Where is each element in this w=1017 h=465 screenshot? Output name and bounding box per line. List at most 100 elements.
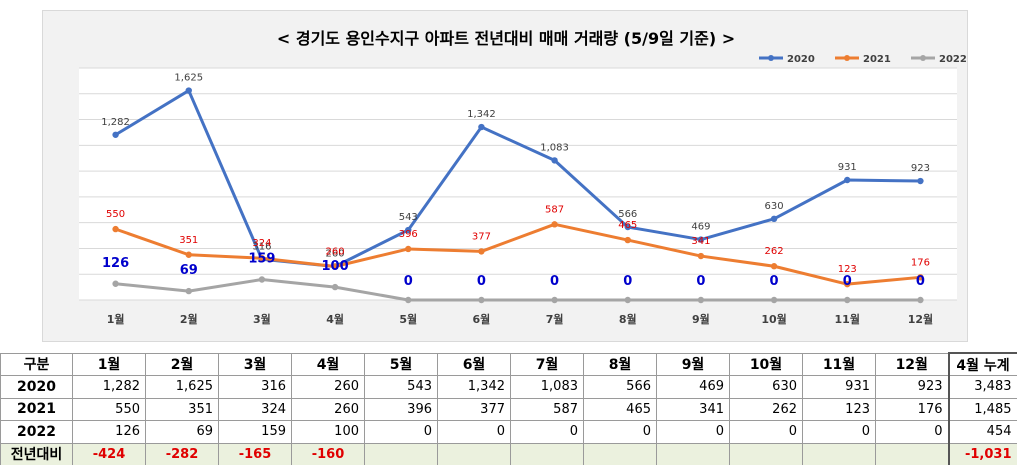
x-tick-label: 1월 [107, 312, 125, 326]
data-point-2022 [185, 287, 192, 295]
data-label-2021: 341 [691, 236, 710, 247]
table-cell: 1,485 [947, 397, 1017, 421]
table-cell: 1,282 [72, 375, 146, 399]
legend-label: 2021 [863, 54, 891, 65]
table-cell: 260 [291, 375, 365, 399]
table-cell [510, 442, 584, 465]
table-cell: 159 [218, 420, 292, 444]
table-cell: 0 [364, 420, 438, 444]
data-label-2021: 262 [765, 246, 784, 257]
data-label-2020: 1,083 [540, 142, 569, 153]
data-point-2022 [551, 296, 558, 304]
table-cell: 377 [437, 397, 511, 421]
table-row-label: 2020 [0, 375, 73, 399]
data-point-2021 [844, 280, 851, 288]
table-header-cell: 5월 [364, 352, 438, 376]
data-label-2021: 351 [179, 235, 198, 246]
table-header-cell: 6월 [437, 352, 511, 376]
data-label-2021: 260 [326, 246, 345, 257]
table-cell: 396 [364, 397, 438, 421]
table-cell [656, 442, 730, 465]
table-header-label: 구분 [0, 352, 73, 376]
data-point-2021 [478, 248, 485, 255]
data-point-2021 [258, 255, 266, 262]
table-row-label: 2022 [0, 420, 73, 444]
table-header-cell: 4월 누계 [947, 352, 1017, 376]
data-label-2022: 0 [477, 274, 486, 289]
data-point-2022 [770, 296, 778, 304]
data-label-2020: 543 [399, 212, 418, 223]
table-cell: 324 [218, 397, 292, 421]
table-row: 전년대비 -424 -282 -165 -160 -1,031 [0, 442, 1017, 465]
legend-marker [844, 55, 850, 61]
legend-label: 2022 [939, 54, 967, 65]
table-header-cell: 10월 [729, 352, 803, 376]
data-label-2020: 1,342 [467, 109, 496, 120]
table-cell: 176 [875, 397, 949, 421]
table-header-cell: 3월 [218, 352, 292, 376]
chart-panel: < 경기도 용인수지구 아파트 전년대비 매매 거래량 (5/9일 기준) > 2… [42, 10, 968, 342]
data-label-2020: 1,282 [101, 117, 130, 128]
data-point-2020 [185, 87, 192, 94]
table-cell: 469 [656, 375, 730, 399]
table-cell: 351 [145, 397, 219, 421]
table-cell: 341 [656, 397, 730, 421]
data-point-2022 [624, 296, 631, 304]
table-cell: 0 [510, 420, 584, 444]
data-label-2020: 469 [691, 222, 710, 233]
table-header-cell: 7월 [510, 352, 584, 376]
table-header-cell: 11월 [802, 352, 876, 376]
data-label-2020: 923 [911, 163, 930, 174]
table-cell: 0 [802, 420, 876, 444]
chart-title: < 경기도 용인수지구 아파트 전년대비 매매 거래량 (5/9일 기준) > [277, 29, 735, 48]
data-label-2021: 396 [399, 229, 418, 240]
table-cell: -165 [218, 442, 292, 465]
data-point-2022 [844, 296, 851, 304]
data-point-2020 [624, 223, 631, 231]
table-cell: 316 [218, 375, 292, 399]
series-line-2021 [115, 222, 921, 286]
table-cell: 465 [583, 397, 657, 421]
table-header-cell: 1월 [72, 352, 146, 376]
x-tick-label: 5월 [399, 312, 417, 326]
table-cell: 0 [875, 420, 949, 444]
x-tick-label: 6월 [473, 312, 491, 326]
data-label-2021: 176 [911, 257, 930, 268]
table-cell [583, 442, 657, 465]
table-cell: 566 [583, 375, 657, 399]
data-label-2020: 1,625 [174, 73, 203, 84]
data-label-2022: 0 [843, 274, 852, 289]
data-point-2020 [405, 226, 412, 234]
data-label-2022: 100 [322, 259, 349, 274]
table-row: 2020 1,282 1,625 316 260 543 1,342 1,083 566 469 6… [0, 375, 1017, 399]
table-cell: 0 [656, 420, 730, 444]
table-cell: 550 [72, 397, 146, 421]
table-row: 2021 550 351 324 260 396 377 587 465 341 262 123 176… [0, 397, 1017, 421]
data-label-2022: 159 [248, 252, 275, 267]
data-point-2021 [551, 221, 558, 228]
x-tick-label: 10월 [761, 312, 786, 326]
legend-label: 2020 [787, 54, 815, 65]
data-label-2020: 260 [326, 248, 345, 259]
data-point-2022 [331, 283, 339, 291]
x-tick-label: 3월 [253, 312, 271, 326]
table-cell: 630 [729, 375, 803, 399]
table-cell: 931 [802, 375, 876, 399]
x-tick-label: 4월 [326, 312, 344, 326]
data-label-2021: 324 [252, 238, 271, 249]
table-cell: 69 [145, 420, 219, 444]
data-point-2020 [917, 177, 924, 185]
data-point-2021 [624, 236, 631, 244]
data-point-2020 [697, 236, 705, 243]
table-cell: 3,483 [947, 375, 1017, 399]
series-line-2022 [115, 278, 921, 302]
data-label-2020: 630 [765, 201, 784, 212]
table-cell: -424 [72, 442, 146, 465]
data-point-2021 [185, 251, 192, 258]
table-cell [437, 442, 511, 465]
table-header-cell: 8월 [583, 352, 657, 376]
data-point-2022 [478, 296, 485, 304]
table-cell: -282 [145, 442, 219, 465]
table-header-cell: 9월 [656, 352, 730, 376]
x-tick-label: 2월 [180, 312, 198, 326]
